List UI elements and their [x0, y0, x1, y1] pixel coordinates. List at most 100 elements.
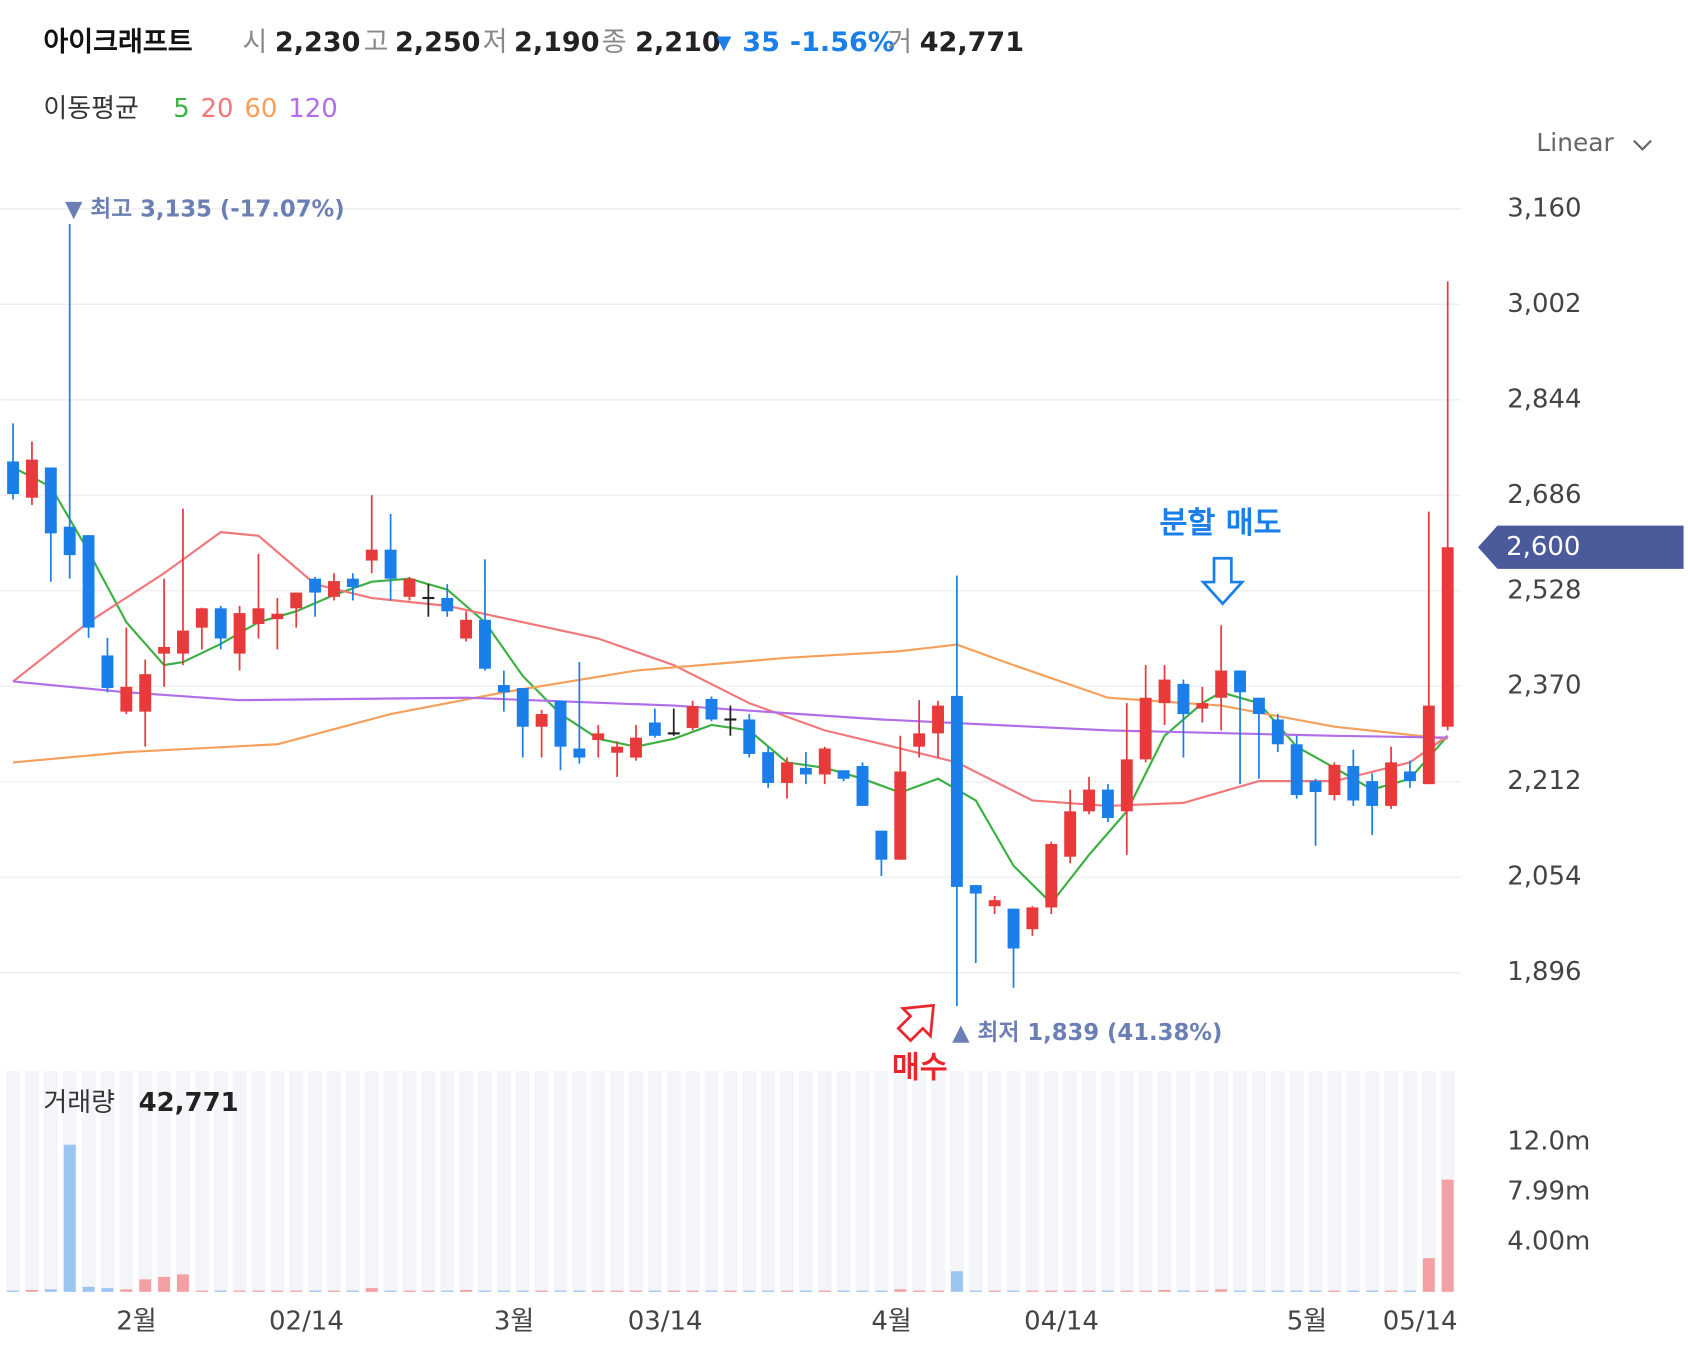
- volume-bar: [120, 1289, 133, 1292]
- candle-body: [120, 686, 133, 712]
- candle-body: [1403, 771, 1416, 782]
- candle-body: [1177, 683, 1190, 715]
- volume-bar: [592, 1290, 605, 1292]
- volume-stripe: [1138, 1071, 1153, 1292]
- candle-body: [195, 608, 208, 628]
- volume-bar: [309, 1290, 322, 1292]
- x-tick-label: 3월: [494, 1307, 534, 1337]
- volume-tick-label: 4.00m: [1507, 1226, 1590, 1256]
- volume-stripe: [496, 1071, 511, 1292]
- volume-bar: [214, 1290, 227, 1292]
- x-tick-label: 04/14: [1024, 1307, 1099, 1337]
- volume-bar: [630, 1290, 642, 1292]
- candle-body: [667, 732, 680, 735]
- volume-bar: [139, 1279, 152, 1292]
- x-tick-label: 05/14: [1383, 1307, 1458, 1337]
- label: 고: [364, 27, 389, 58]
- candle-body: [25, 459, 38, 498]
- candle-body: [535, 714, 548, 727]
- volume-stripe: [798, 1071, 813, 1292]
- volume-stripe: [817, 1071, 832, 1292]
- candle-body: [932, 705, 944, 734]
- candle-body: [969, 885, 982, 894]
- candle-body: [63, 526, 76, 556]
- volume-stripe: [383, 1071, 398, 1292]
- volume-bar: [516, 1290, 529, 1292]
- volume-stripe: [1082, 1071, 1097, 1292]
- legend-entry: 120: [288, 94, 338, 124]
- volume-bar: [724, 1290, 737, 1292]
- volume-bar: [177, 1274, 189, 1292]
- volume-bar: [1422, 1258, 1435, 1292]
- candle-body: [1026, 907, 1039, 930]
- buy-arrow: [896, 1003, 936, 1043]
- scale-dropdown[interactable]: Linear: [1536, 128, 1652, 157]
- volume-bar: [1234, 1290, 1247, 1292]
- volume-stripe: [1251, 1071, 1266, 1292]
- volume-stripe: [6, 1071, 21, 1292]
- volume-bar: [1064, 1290, 1077, 1292]
- scale-label[interactable]: Linear: [1536, 128, 1614, 157]
- y-tick-label: 2,054: [1507, 862, 1581, 892]
- volume-stripe: [1384, 1071, 1399, 1292]
- candle-body: [7, 461, 20, 495]
- label: 종: [602, 27, 627, 58]
- volume-bar: [969, 1290, 982, 1292]
- value: 2,190: [514, 27, 600, 58]
- candle-body: [460, 619, 473, 639]
- volume-stripe: [779, 1071, 795, 1292]
- volume-stripe: [270, 1071, 285, 1292]
- candle-body: [1290, 744, 1303, 796]
- candle-body: [346, 578, 359, 588]
- volume-bar: [894, 1289, 907, 1292]
- volume-bar: [686, 1290, 699, 1292]
- x-tick-label: 02/14: [269, 1307, 344, 1337]
- volume-bar: [950, 1271, 963, 1292]
- candle-body: [1215, 670, 1228, 698]
- candle-body: [290, 592, 303, 609]
- volume-bar: [101, 1288, 114, 1292]
- candle-body: [271, 613, 284, 620]
- candle-body: [1101, 789, 1114, 818]
- volume-stripe: [1233, 1071, 1248, 1292]
- volume-stripe: [1308, 1071, 1323, 1292]
- annotation: 분할 매도: [1160, 506, 1282, 541]
- volume-bar: [611, 1290, 624, 1292]
- candle-body: [1083, 789, 1095, 812]
- volume-bar: [158, 1276, 171, 1292]
- volume-stripe: [1270, 1071, 1285, 1292]
- chevron[interactable]: [1633, 139, 1652, 151]
- value: 2,230: [275, 27, 361, 58]
- volume-bar: [573, 1290, 586, 1292]
- volume-stripe: [534, 1071, 549, 1292]
- candle-body: [422, 596, 435, 600]
- volume-bar: [1045, 1290, 1058, 1292]
- candle-body: [1252, 697, 1265, 715]
- label: 시: [242, 27, 267, 58]
- volume-bar: [1328, 1290, 1341, 1292]
- y-tick-label: 2,370: [1507, 671, 1581, 701]
- candle-body: [875, 830, 888, 860]
- volume-bar: [932, 1290, 944, 1292]
- volume-bar: [554, 1290, 567, 1292]
- high-marker: ▼ 최고 3,135 (-17.07%): [65, 196, 345, 222]
- candle-body: [1120, 759, 1133, 812]
- volume-bar: [743, 1290, 756, 1292]
- volume-stripe: [761, 1071, 776, 1292]
- volume-bar: [1026, 1290, 1039, 1292]
- y-tick-label: 2,844: [1507, 384, 1581, 414]
- volume-bar: [1139, 1290, 1152, 1292]
- volume-stripe: [308, 1071, 323, 1292]
- volume-stripe: [723, 1071, 738, 1292]
- volume-stripe: [742, 1071, 757, 1292]
- volume-bar: [1083, 1290, 1095, 1292]
- candle-body: [630, 737, 642, 758]
- volume-bar: [365, 1288, 378, 1292]
- volume-bar: [403, 1290, 416, 1292]
- volume-stripe: [251, 1071, 266, 1292]
- candle-body: [988, 900, 1001, 907]
- volume-bar: [271, 1290, 284, 1292]
- candle-body: [441, 598, 454, 612]
- volume-stripe: [704, 1071, 719, 1292]
- sell-arrow: [1200, 556, 1246, 606]
